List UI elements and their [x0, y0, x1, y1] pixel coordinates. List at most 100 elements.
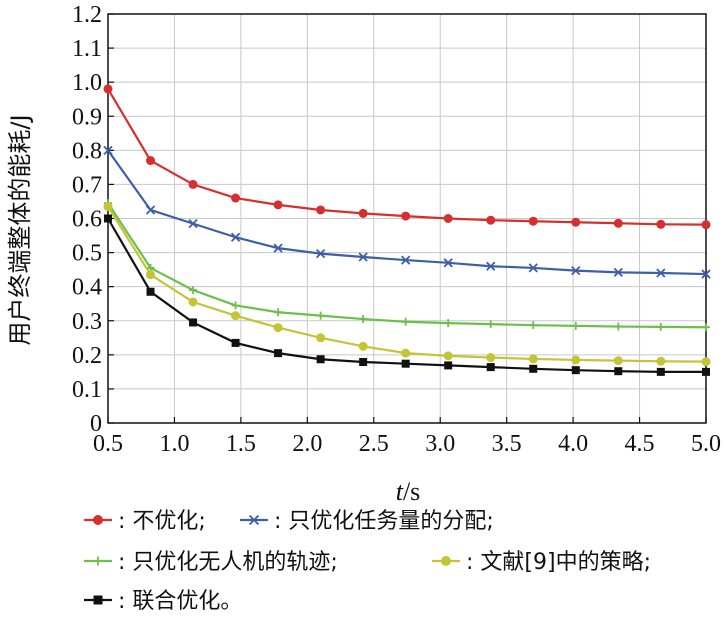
x-tick-label: 5.0: [691, 431, 721, 457]
data-point: [358, 208, 368, 218]
data-point: [273, 243, 283, 253]
data-point: [529, 364, 538, 373]
series-2: [103, 145, 711, 279]
data-point: [571, 217, 581, 227]
data-point: [104, 214, 112, 223]
data-point: [656, 367, 665, 376]
legend-item: : 联合优化。: [84, 589, 242, 614]
y-tick-label: 0.6: [72, 207, 102, 233]
legend-swatch-marker: [93, 515, 103, 525]
legend-swatch-marker: [93, 556, 103, 566]
y-axis: 0 0.1 0.2 0.3 0.4 0.5 0.6 0.7 0.8 0.9 1.0 1.1 1.2: [72, 2, 114, 437]
data-point: [145, 205, 156, 215]
data-point: [358, 252, 368, 262]
data-point: [359, 315, 368, 324]
data-point: [401, 359, 410, 368]
x-tick-label: 4.5: [625, 431, 655, 457]
data-point: [274, 308, 283, 317]
x-tick-label: 3.0: [425, 431, 455, 457]
data-point: [614, 322, 623, 331]
data-point: [528, 354, 538, 364]
data-point: [701, 269, 711, 279]
y-tick-label: 0.8: [72, 138, 102, 164]
x-tick-label: 4.0: [558, 431, 588, 457]
data-point: [146, 270, 156, 280]
x-tick-label: 3.5: [492, 431, 522, 457]
data-point: [702, 367, 710, 376]
data-point: [571, 266, 581, 276]
data-point: [486, 353, 496, 363]
x-tick-label: 1.0: [159, 431, 189, 457]
series-5: [104, 214, 710, 376]
data-point: [486, 320, 495, 329]
series-4: [103, 202, 711, 367]
data-point: [656, 268, 666, 278]
data-point: [444, 361, 453, 370]
data-point: [613, 356, 623, 366]
legend-label: : 只优化任务量的分配;: [274, 509, 494, 534]
data-point: [528, 216, 538, 226]
data-point: [613, 218, 623, 228]
data-point: [656, 322, 665, 331]
data-point: [401, 317, 410, 326]
data-point: [571, 321, 580, 330]
series-line: [107, 88, 707, 226]
data-point: [656, 219, 666, 229]
y-tick-label: 0.1: [72, 377, 102, 403]
x-tick-label: 2.0: [292, 431, 322, 457]
legend-label: : 文献[9]中的策略;: [466, 550, 651, 575]
data-point: [315, 248, 326, 259]
data-point: [188, 218, 198, 229]
data-point: [529, 321, 538, 330]
data-point: [443, 351, 453, 361]
data-point: [273, 200, 283, 210]
y-tick-label: 0.7: [72, 172, 102, 198]
x-tick-label: 2.5: [359, 431, 389, 457]
legend-label: : 联合优化。: [118, 589, 242, 614]
data-point: [273, 323, 283, 333]
legend-item: : 不优化;: [84, 509, 206, 534]
series-layer: [103, 84, 711, 376]
data-point: [316, 205, 326, 215]
data-point: [230, 232, 241, 242]
data-point: [613, 267, 623, 277]
data-point: [188, 179, 198, 189]
data-point: [274, 349, 283, 358]
y-tick-label: 1.1: [72, 36, 102, 62]
legend-label: : 不优化;: [118, 509, 206, 534]
data-point: [231, 338, 240, 347]
data-point: [571, 366, 580, 375]
data-point: [188, 297, 198, 307]
data-point: [614, 367, 623, 376]
data-point: [701, 220, 711, 230]
data-point: [656, 356, 666, 366]
data-point: [486, 261, 496, 271]
data-point: [486, 363, 495, 372]
y-tick-label: 1.2: [72, 2, 102, 28]
data-point: [103, 145, 113, 155]
data-point: [401, 211, 411, 221]
legend: : 不优化;: 只优化任务量的分配;: 只优化无人机的轨迹;: 文献[9]中的策…: [84, 509, 651, 614]
x-axis-label: t/s: [396, 477, 421, 506]
y-tick-label: 0: [90, 411, 102, 437]
x-axis: 0.5 1.0 1.5 2.0 2.5 3.0 3.5 4.0 4.5 5.0: [93, 417, 721, 457]
data-point: [231, 311, 241, 321]
y-tick-label: 0.4: [72, 275, 102, 301]
y-axis-label: 用户终端整体的能耗/J: [6, 114, 34, 345]
y-tick-label: 0.2: [72, 343, 102, 369]
legend-swatch-marker: [248, 514, 260, 526]
data-point: [358, 341, 368, 351]
y-tick-label: 0.5: [72, 241, 102, 267]
data-point: [316, 311, 325, 320]
x-tick-label: 0.5: [93, 431, 123, 457]
data-point: [103, 84, 113, 94]
y-tick-label: 0.3: [72, 309, 102, 335]
series-1: [103, 84, 711, 230]
series-line: [107, 205, 707, 363]
data-point: [401, 255, 411, 265]
data-point: [146, 287, 155, 296]
data-point: [359, 357, 368, 366]
legend-item: : 文献[9]中的策略;: [432, 550, 651, 575]
data-point: [701, 357, 711, 367]
data-point: [316, 333, 326, 343]
